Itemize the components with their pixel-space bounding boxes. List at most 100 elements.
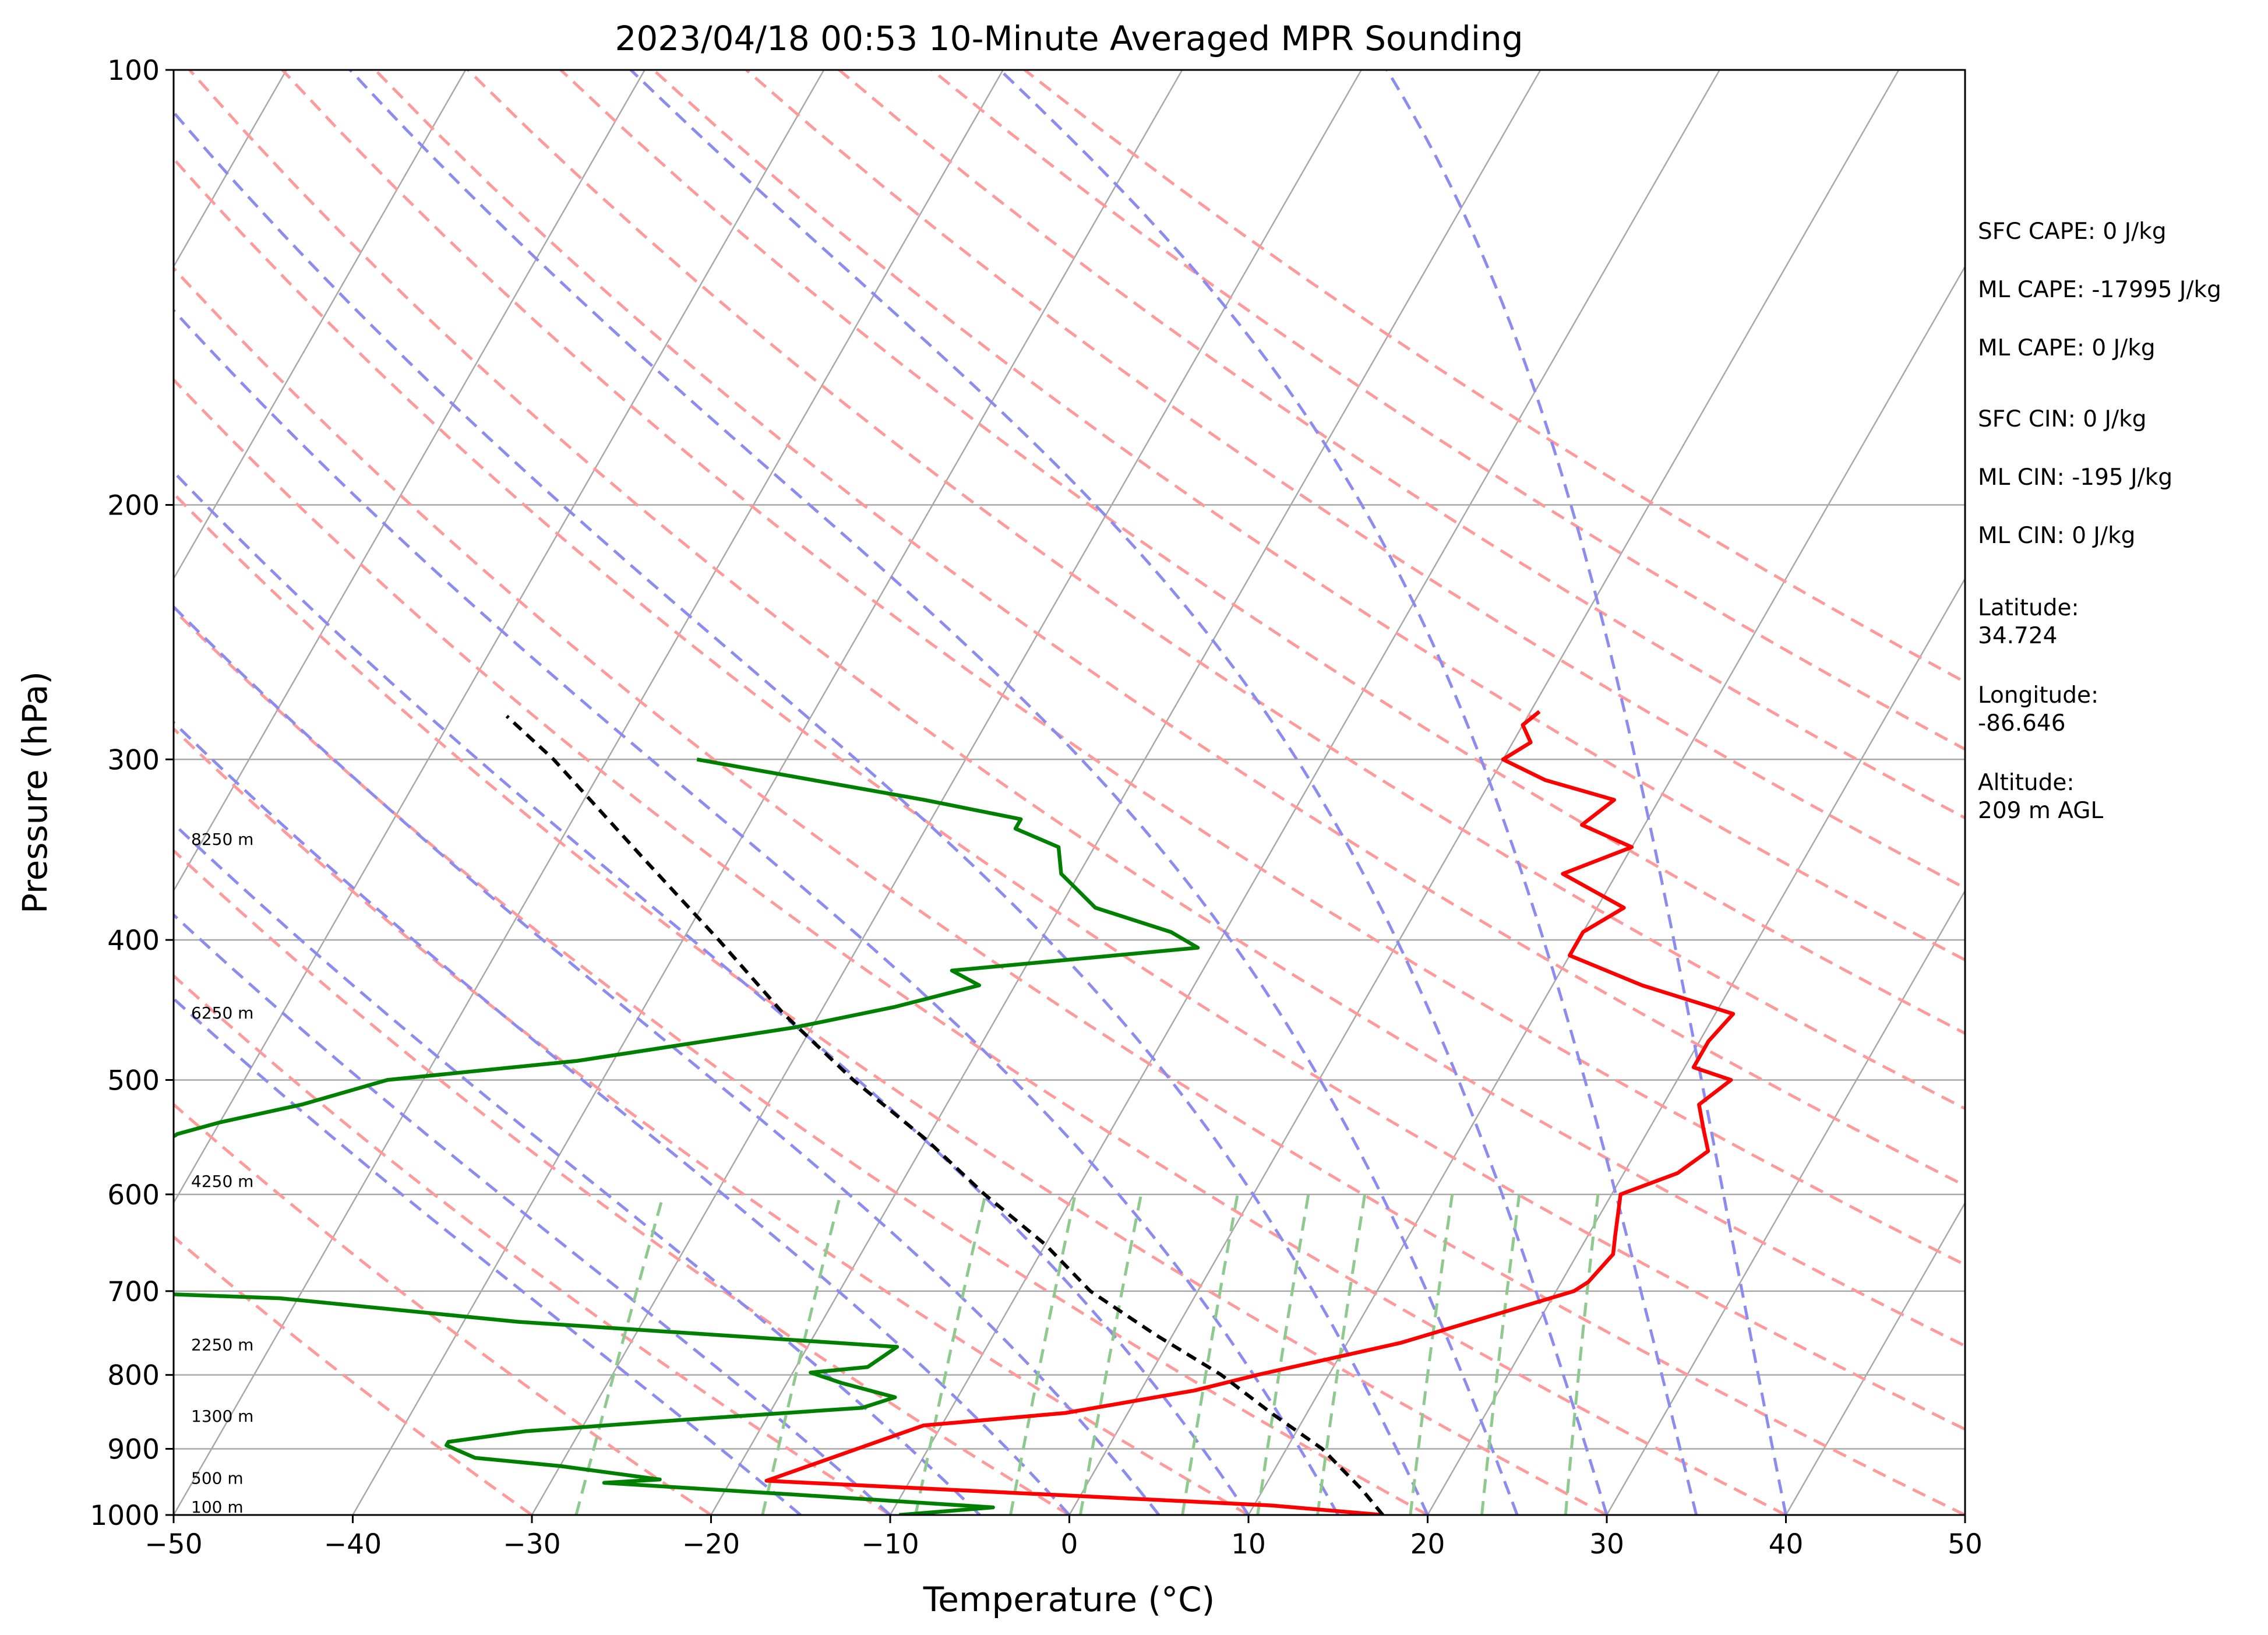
moist-adiabat-line bbox=[174, 110, 1429, 1515]
moist-adiabat-line bbox=[174, 822, 981, 1515]
x-tick-label: −10 bbox=[861, 1528, 919, 1560]
dry-adiabat-line bbox=[559, 70, 1965, 1035]
y-axis-title: Pressure (hPa) bbox=[15, 671, 55, 914]
moist-adiabat-line bbox=[174, 308, 1339, 1515]
isotherm-line bbox=[531, 70, 1362, 1515]
height-label: 500 m bbox=[191, 1468, 244, 1488]
isotherm-line bbox=[1785, 1201, 1965, 1515]
annotation-text: 209 m AGL bbox=[1978, 798, 2103, 824]
y-tick-label: 100 bbox=[107, 55, 160, 87]
height-labels: 100 m 500 m 1300 m 2250 m 4250 m 6250 m 8250 m bbox=[191, 830, 253, 1517]
dry-adiabat-line bbox=[188, 70, 1965, 1348]
moist-adiabat-line bbox=[174, 720, 1071, 1515]
mixing-ratio-line bbox=[1181, 1194, 1239, 1515]
y-tick-label: 200 bbox=[107, 490, 160, 522]
x-tick-label: 30 bbox=[1589, 1528, 1624, 1560]
mixing-ratio-line bbox=[914, 1194, 987, 1515]
sounding-series bbox=[174, 710, 1736, 1515]
grid-layer bbox=[174, 70, 1965, 1515]
dewpoint-profile-line bbox=[174, 757, 1200, 1515]
mixing-ratio-line bbox=[761, 1194, 842, 1515]
annotation-text: ML CIN: -195 J/kg bbox=[1978, 464, 2172, 491]
height-label: 4250 m bbox=[191, 1172, 253, 1191]
y-tick-label: 800 bbox=[107, 1360, 160, 1392]
x-axis-title: Temperature (°C) bbox=[923, 1580, 1215, 1619]
x-tick-label: −30 bbox=[503, 1528, 560, 1560]
annotation-text: -86.646 bbox=[1978, 710, 2066, 737]
height-label: 100 m bbox=[191, 1497, 244, 1517]
mixing-ratio-line bbox=[1564, 1194, 1600, 1515]
isotherm-line bbox=[1606, 889, 1965, 1515]
annotation-text: ML CAPE: -17995 J/kg bbox=[1978, 277, 2221, 303]
chart-title: 2023/04/18 00:53 10-Minute Averaged MPR … bbox=[615, 19, 1523, 58]
y-tick-label: 400 bbox=[107, 925, 160, 957]
dry-adiabat-line bbox=[652, 70, 1965, 962]
annotation-text: Latitude: bbox=[1978, 595, 2079, 621]
dry-adiabat-line bbox=[174, 607, 1428, 1515]
dry-adiabat-line bbox=[174, 156, 1965, 1431]
x-tick-label: −50 bbox=[144, 1528, 202, 1560]
moist-adiabat-line bbox=[999, 70, 1698, 1515]
isotherm-line bbox=[174, 70, 467, 580]
parcel-profile-line bbox=[505, 714, 1384, 1515]
dry-adiabat-line bbox=[374, 70, 1965, 1188]
annotation-text: SFC CIN: 0 J/kg bbox=[1978, 406, 2146, 432]
mixing-ratio-line bbox=[1409, 1194, 1454, 1515]
height-label: 1300 m bbox=[191, 1407, 253, 1426]
dry-adiabat-line bbox=[838, 70, 1965, 820]
annotation-text: Longitude: bbox=[1978, 682, 2098, 709]
dry-adiabat-line bbox=[174, 974, 891, 1515]
dry-adiabat-line bbox=[745, 70, 1965, 890]
side-annotations: SFC CAPE: 0 J/kg ML CAPE: -17995 J/kg ML C… bbox=[1978, 219, 2221, 824]
temperature-profile-line bbox=[764, 710, 1736, 1515]
dry-adiabat-line bbox=[281, 70, 1965, 1267]
x-tick-label: −20 bbox=[682, 1528, 740, 1560]
isotherm-line bbox=[174, 70, 646, 893]
y-tick-label: 300 bbox=[107, 744, 160, 776]
y-tick-label: 500 bbox=[107, 1065, 160, 1097]
height-label: 6250 m bbox=[191, 1003, 253, 1023]
annotation-text: 34.724 bbox=[1978, 623, 2057, 649]
isotherm-line bbox=[889, 70, 1720, 1515]
background-lines bbox=[174, 70, 1965, 1515]
moist-adiabat-line bbox=[174, 996, 802, 1515]
y-tick-label: 700 bbox=[107, 1276, 160, 1308]
y-tick-label: 600 bbox=[107, 1179, 160, 1211]
dry-adiabat-line bbox=[174, 848, 1070, 1515]
height-label: 2250 m bbox=[191, 1335, 253, 1354]
isotherm-line bbox=[1247, 265, 1965, 1515]
isotherm-line bbox=[352, 70, 1183, 1515]
x-tick-label: 50 bbox=[1948, 1528, 1983, 1560]
plot-frame bbox=[172, 69, 1966, 1516]
y-tick-label: 1000 bbox=[90, 1500, 160, 1532]
x-tick-label: 0 bbox=[1061, 1528, 1078, 1560]
x-tick-label: −40 bbox=[324, 1528, 382, 1560]
x-tick-label: 10 bbox=[1231, 1528, 1266, 1560]
mixing-ratio-line bbox=[1316, 1194, 1367, 1515]
mixing-ratio-line bbox=[1009, 1194, 1077, 1515]
y-tick-label: 900 bbox=[107, 1434, 160, 1466]
dry-adiabat-line bbox=[174, 1102, 712, 1515]
x-tick-label: 20 bbox=[1410, 1528, 1445, 1560]
mixing-ratio-line bbox=[1480, 1194, 1521, 1515]
isotherm-line bbox=[174, 70, 1004, 1515]
moist-adiabat-line bbox=[349, 70, 1519, 1515]
isotherm-line bbox=[710, 70, 1542, 1515]
axes: −50 −40 −30 −20 −10 0 10 20 30 40 50 1000 900 800 700 6… bbox=[90, 55, 1983, 1560]
moist-adiabat-line bbox=[629, 70, 1609, 1515]
annotation-text: ML CAPE: 0 J/kg bbox=[1978, 335, 2156, 361]
annotation-text: SFC CAPE: 0 J/kg bbox=[1978, 219, 2167, 245]
mixing-ratio-line bbox=[1078, 1194, 1143, 1515]
x-tick-label: 40 bbox=[1769, 1528, 1804, 1560]
dry-adiabat-line bbox=[174, 378, 1787, 1515]
isotherm-line bbox=[174, 70, 825, 1204]
dry-adiabat-line bbox=[174, 266, 1965, 1515]
annotation-text: Altitude: bbox=[1978, 770, 2075, 796]
dry-adiabat-line bbox=[174, 491, 1608, 1515]
height-label: 8250 m bbox=[191, 830, 253, 849]
dry-adiabat-line bbox=[1024, 70, 1965, 684]
isotherm-line bbox=[1068, 70, 1900, 1515]
annotation-text: ML CIN: 0 J/kg bbox=[1978, 523, 2135, 549]
moist-adiabat-line bbox=[1385, 70, 1787, 1515]
